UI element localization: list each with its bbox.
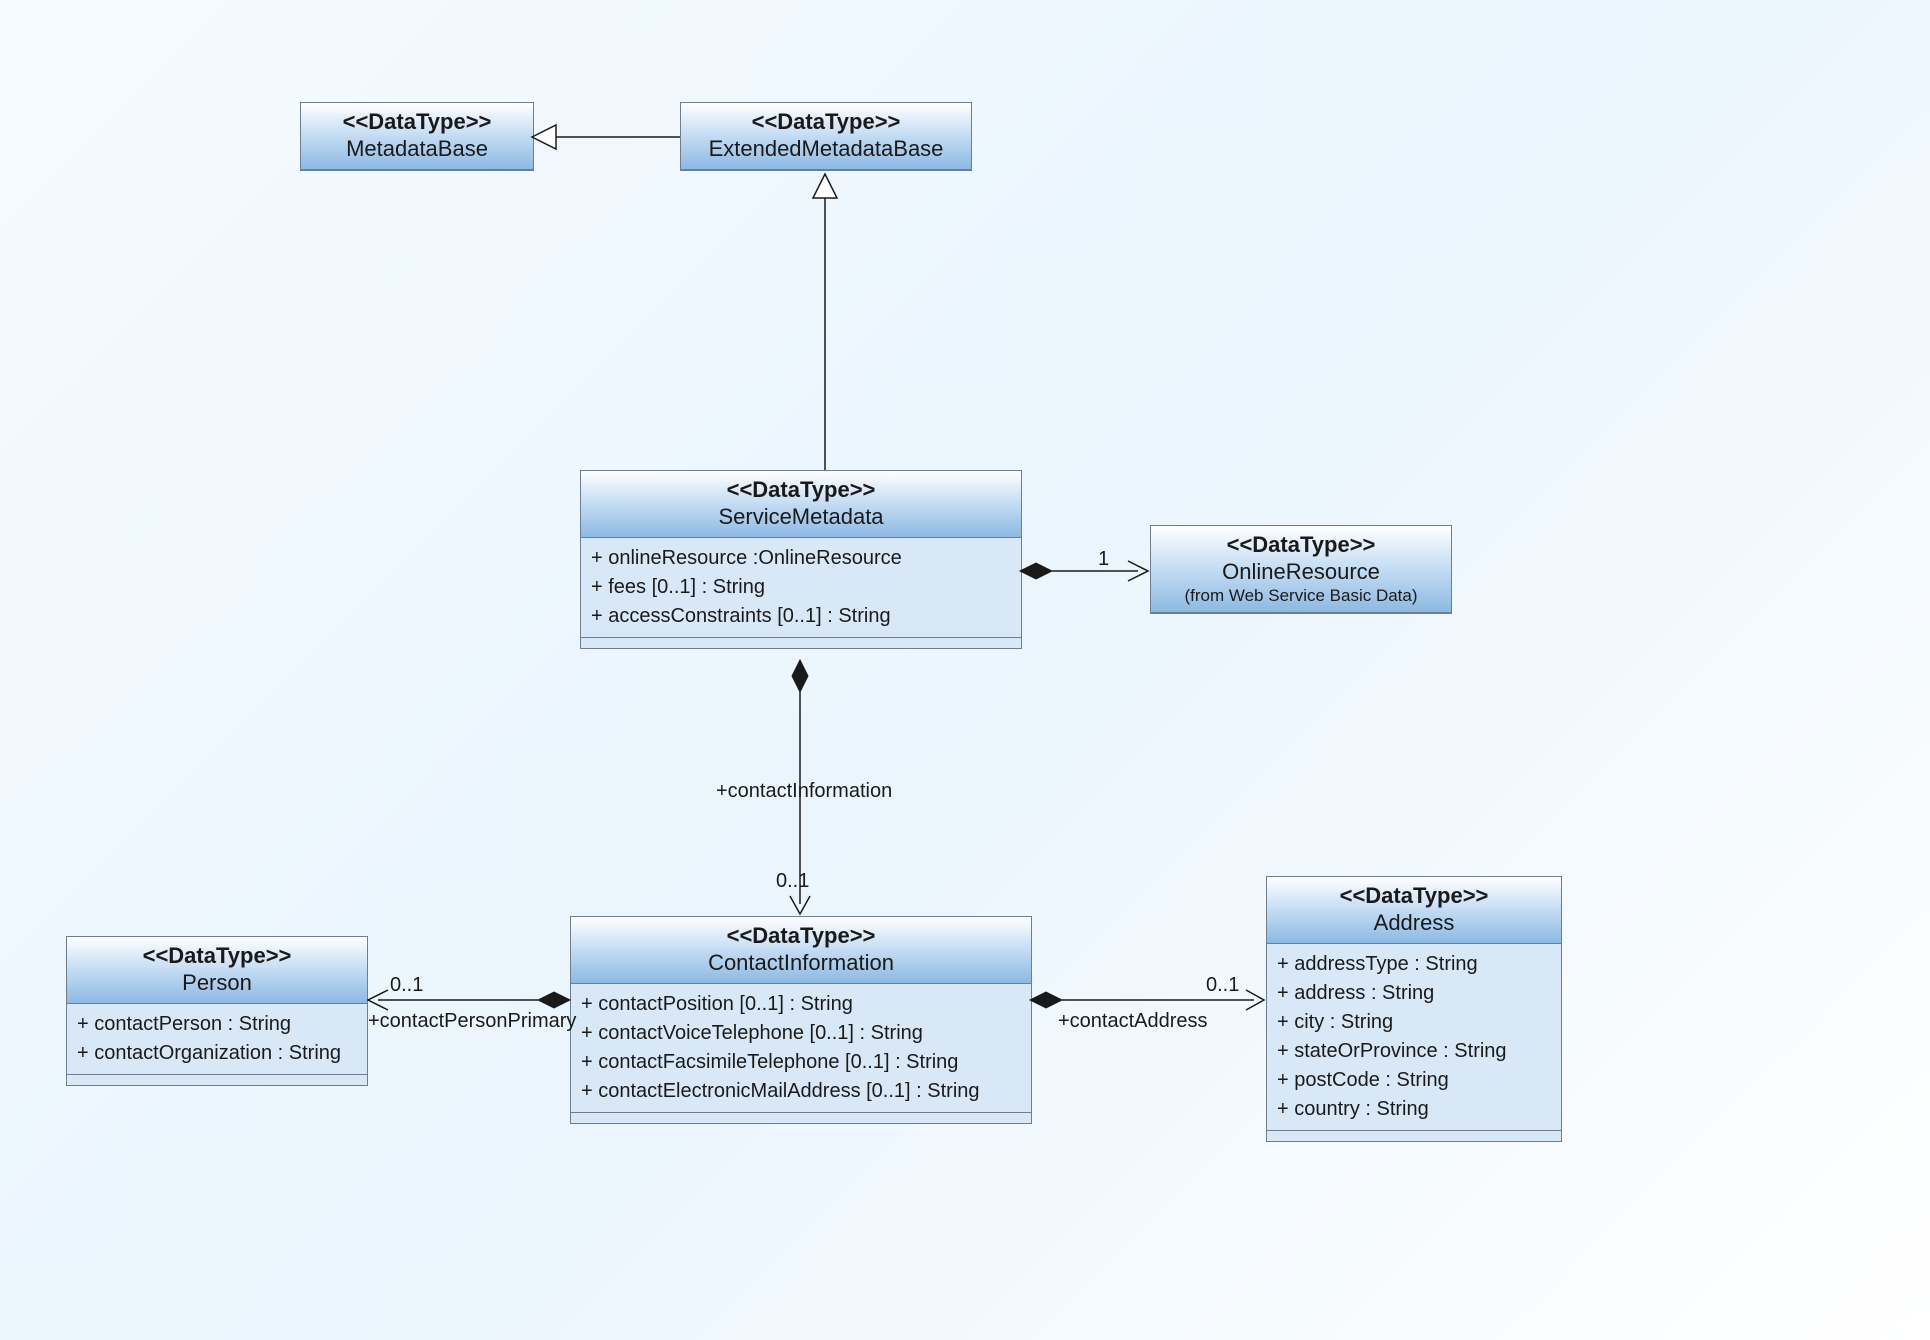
attribute: + contactPerson : String [77, 1010, 357, 1039]
attribute: + contactFacsimileTelephone [0..1] : Str… [581, 1048, 1021, 1077]
edge-composition-sm-or [1020, 561, 1148, 581]
edge-label-contact-information: +contactInformation [716, 780, 892, 803]
stereotype: <<DataType>> [581, 923, 1021, 949]
edge-label-contact-address: +contactAddress [1058, 1010, 1208, 1033]
attribute: + contactOrganization : String [77, 1039, 357, 1068]
edge-generalization-emb-mb [532, 125, 680, 149]
class-attributes: + addressType : String + address : Strin… [1267, 944, 1561, 1131]
class-operations-empty [1267, 1131, 1561, 1141]
class-name: MetadataBase [311, 135, 523, 163]
class-name: Address [1277, 909, 1551, 937]
class-extended-metadata-base: <<DataType>> ExtendedMetadataBase [680, 102, 972, 171]
class-header: <<DataType>> ContactInformation [571, 917, 1031, 984]
connectors-layer [0, 0, 1930, 1340]
class-header: <<DataType>> Address [1267, 877, 1561, 944]
attribute: + contactElectronicMailAddress [0..1] : … [581, 1077, 1021, 1106]
edge-generalization-sm-emb [813, 174, 837, 470]
attribute: + accessConstraints [0..1] : String [591, 602, 1011, 631]
class-metadata-base: <<DataType>> MetadataBase [300, 102, 534, 171]
class-operations-empty [581, 638, 1021, 648]
class-note: (from Web Service Basic Data) [1161, 586, 1441, 606]
attribute: + city : String [1277, 1008, 1551, 1037]
class-header: <<DataType>> MetadataBase [301, 103, 533, 170]
class-attributes: + contactPosition [0..1] : String + cont… [571, 984, 1031, 1113]
class-header: <<DataType>> Person [67, 937, 367, 1004]
edge-label-address-mult: 0..1 [1206, 974, 1239, 997]
class-operations-empty [571, 1113, 1031, 1123]
edge-label-person-mult: 0..1 [390, 974, 423, 997]
stereotype: <<DataType>> [691, 109, 961, 135]
class-name: Person [77, 969, 357, 997]
attribute: + address : String [1277, 979, 1551, 1008]
stereotype: <<DataType>> [1277, 883, 1551, 909]
stereotype: <<DataType>> [311, 109, 523, 135]
class-header: <<DataType>> ServiceMetadata [581, 471, 1021, 538]
stereotype: <<DataType>> [77, 943, 357, 969]
attribute: + onlineResource :OnlineResource [591, 544, 1011, 573]
attribute: + stateOrProvince : String [1277, 1037, 1551, 1066]
class-contact-information: <<DataType>> ContactInformation + contac… [570, 916, 1032, 1124]
stereotype: <<DataType>> [591, 477, 1011, 503]
stereotype: <<DataType>> [1161, 532, 1441, 558]
class-attributes: + onlineResource :OnlineResource + fees … [581, 538, 1021, 638]
class-name: OnlineResource [1161, 558, 1441, 586]
edge-label-contact-person-primary: +contactPersonPrimary [368, 1010, 576, 1033]
attribute: + contactVoiceTelephone [0..1] : String [581, 1019, 1021, 1048]
diagram-canvas: <<DataType>> MetadataBase <<DataType>> E… [0, 0, 1930, 1340]
class-name: ContactInformation [581, 949, 1021, 977]
attribute: + fees [0..1] : String [591, 573, 1011, 602]
attribute: + postCode : String [1277, 1066, 1551, 1095]
attribute: + addressType : String [1277, 950, 1551, 979]
class-header: <<DataType>> OnlineResource (from Web Se… [1151, 526, 1451, 613]
class-person: <<DataType>> Person + contactPerson : St… [66, 936, 368, 1086]
attribute: + contactPosition [0..1] : String [581, 990, 1021, 1019]
attribute: + country : String [1277, 1095, 1551, 1124]
class-attributes: + contactPerson : String + contactOrgani… [67, 1004, 367, 1075]
class-header: <<DataType>> ExtendedMetadataBase [681, 103, 971, 170]
edge-label-one: 1 [1098, 548, 1109, 571]
class-name: ExtendedMetadataBase [691, 135, 961, 163]
class-name: ServiceMetadata [591, 503, 1011, 531]
class-online-resource: <<DataType>> OnlineResource (from Web Se… [1150, 525, 1452, 614]
class-service-metadata: <<DataType>> ServiceMetadata + onlineRes… [580, 470, 1022, 649]
class-address: <<DataType>> Address + addressType : Str… [1266, 876, 1562, 1142]
class-operations-empty [67, 1075, 367, 1085]
edge-label-ci-mult: 0..1 [776, 870, 809, 893]
